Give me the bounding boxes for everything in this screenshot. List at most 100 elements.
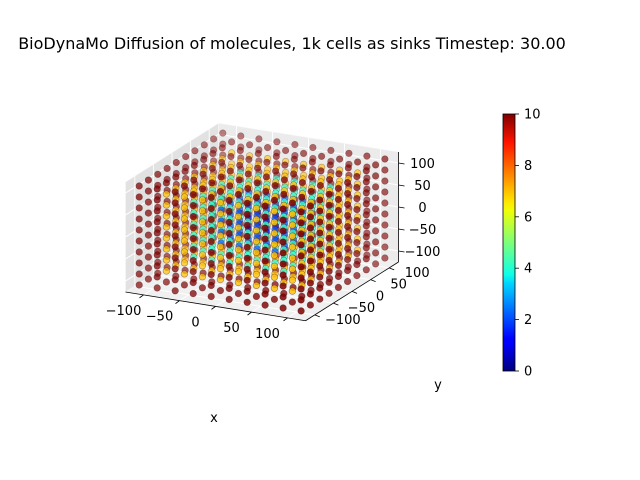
scatter-point: [381, 199, 389, 207]
scatter-point: [216, 276, 224, 284]
scatter-point: [189, 191, 197, 199]
scatter-point: [245, 155, 253, 163]
scatter-point: [279, 260, 287, 268]
scatter-point: [279, 293, 287, 301]
scatter-point: [198, 262, 206, 270]
scatter-point: [243, 276, 251, 284]
scatter-point: [381, 221, 389, 229]
scatter-point: [280, 190, 288, 198]
scatter-point: [162, 267, 170, 275]
scatter-point: [198, 284, 206, 292]
scatter-point: [334, 228, 343, 236]
scatter-point: [288, 243, 297, 251]
scatter-point: [262, 173, 271, 181]
scatter-point: [225, 218, 233, 226]
scatter-point: [261, 213, 269, 221]
scatter-point: [353, 206, 361, 214]
scatter-point: [297, 208, 305, 216]
scatter-point: [243, 265, 251, 273]
scatter-point: [334, 239, 343, 247]
colorbar-tick-label: 4: [524, 262, 532, 277]
scatter-point: [243, 199, 251, 207]
scatter-point: [189, 246, 197, 254]
scatter-point: [180, 226, 188, 234]
scatter-point: [162, 212, 170, 220]
scatter-point: [353, 239, 361, 247]
scatter-point: [244, 185, 252, 193]
scatter-point: [334, 283, 343, 292]
scatter-point: [234, 256, 242, 265]
scatter-point: [261, 290, 269, 298]
x-tick-mark: [283, 317, 288, 322]
scatter-point: [209, 150, 217, 158]
scatter-point: [180, 270, 188, 278]
scatter-point: [353, 195, 361, 203]
scatter-point: [288, 254, 297, 262]
scatter-point: [162, 278, 170, 286]
scatter-point: [362, 189, 370, 197]
scatter-point: [198, 185, 206, 193]
scatter-point: [306, 246, 315, 254]
scatter-point: [297, 285, 305, 293]
scatter-point: [270, 196, 279, 204]
scatter-point: [335, 170, 343, 178]
y-tick-label: 100: [405, 266, 430, 281]
scatter-point: [246, 141, 254, 149]
scatter-point: [297, 241, 305, 249]
scatter-point: [316, 229, 324, 237]
scatter-point: [344, 178, 352, 187]
z-tick-mark: [398, 206, 405, 209]
scatter-point: [234, 245, 242, 254]
scatter-point: [252, 193, 260, 201]
scatter-point: [345, 149, 353, 157]
scatter-point: [172, 158, 180, 167]
scatter-point: [344, 222, 352, 231]
scatter-point: [252, 226, 260, 234]
scatter-point: [180, 204, 188, 212]
scatter-point: [353, 250, 361, 258]
scatter-point: [254, 149, 262, 158]
scatter-point: [325, 278, 333, 286]
scatter-point: [181, 167, 189, 175]
scatter-point: [216, 243, 224, 251]
scatter-point: [207, 281, 215, 290]
scatter-point: [372, 249, 380, 257]
scatter-point: [344, 211, 352, 220]
scatter-point: [372, 216, 380, 224]
scatter-point: [162, 179, 170, 187]
scatter-point: [316, 284, 324, 292]
scatter-point: [309, 143, 317, 152]
scatter-point: [198, 229, 206, 237]
scatter-point: [282, 146, 290, 155]
scatter-point: [153, 273, 161, 281]
scatter-point: [234, 234, 242, 243]
scatter-point: [362, 222, 370, 230]
scatter-point: [153, 207, 161, 215]
y-tick-mark: [333, 302, 339, 306]
scatter-point: [261, 301, 269, 309]
scatter-point: [291, 141, 299, 149]
scatter-point: [279, 304, 287, 312]
x-tick-label: 100: [255, 327, 280, 342]
scatter-point: [271, 182, 279, 190]
scatter-point: [297, 296, 305, 304]
scatter-point: [135, 237, 143, 245]
scatter-point: [218, 158, 226, 166]
scatter-point: [144, 187, 152, 195]
scatter-point: [316, 295, 324, 303]
colorbar-tick-label: 10: [524, 108, 541, 123]
scatter-point: [189, 268, 197, 276]
z-tick-mark: [398, 250, 405, 253]
scatter-point: [326, 176, 334, 184]
scatter-point: [270, 229, 279, 237]
scatter-point: [280, 176, 289, 184]
scatter-point: [235, 176, 243, 184]
scatter-point: [180, 237, 188, 245]
scatter-point: [135, 226, 143, 234]
scatter-point: [208, 179, 216, 187]
scatter-point: [216, 210, 224, 218]
scatter-point: [252, 204, 260, 212]
colorbar-tick-label: 8: [524, 159, 532, 174]
scatter-point: [189, 235, 197, 243]
